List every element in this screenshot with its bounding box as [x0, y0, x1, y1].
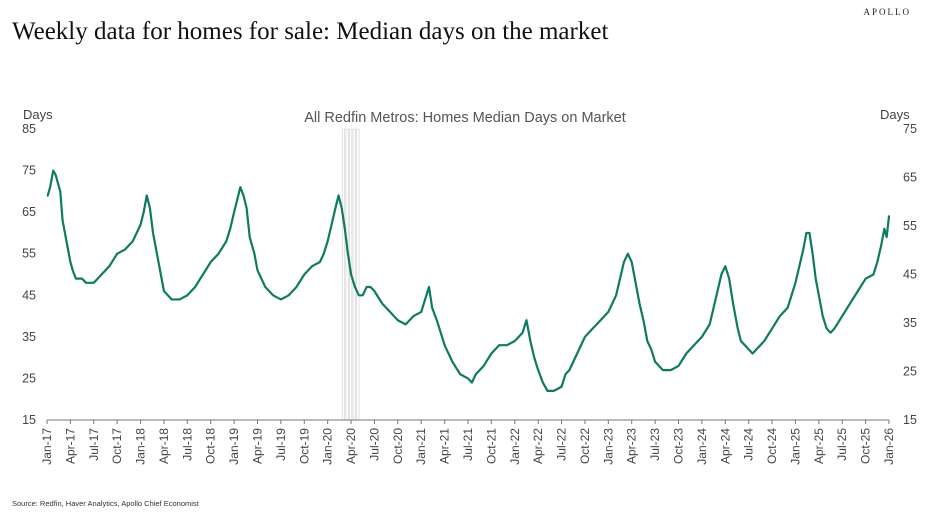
x-tick-label: Jul-25 — [835, 428, 849, 461]
x-tick-label: Jan-19 — [227, 428, 241, 465]
x-tick-label: Jan-23 — [601, 428, 615, 465]
right-y-tick-label: 15 — [903, 413, 917, 427]
recession-stripe — [352, 128, 356, 421]
x-tick-label: Oct-24 — [765, 428, 779, 464]
page-title: Weekly data for homes for sale: Median d… — [12, 18, 609, 45]
right-y-tick-label: 25 — [903, 365, 917, 379]
x-tick-label: Apr-25 — [812, 428, 826, 464]
series-line-median-days — [46, 169, 891, 392]
x-tick-label: Jan-21 — [414, 428, 428, 465]
x-tick-label: Apr-18 — [157, 428, 171, 464]
x-tick-label: Jul-20 — [367, 428, 381, 461]
x-tick-label: Oct-21 — [484, 428, 498, 464]
x-tick-label: Oct-18 — [204, 428, 218, 464]
x-tick-label: Jul-17 — [87, 428, 101, 461]
x-tick-label: Jan-20 — [321, 428, 335, 465]
x-tick-label: Oct-25 — [859, 428, 873, 464]
x-tick-label: Jan-25 — [788, 428, 802, 465]
x-tick-label: Oct-20 — [391, 428, 405, 464]
x-tick-label: Jul-24 — [742, 428, 756, 461]
left-y-tick-label: 55 — [22, 247, 36, 261]
x-tick-label: Apr-20 — [344, 428, 358, 464]
recession-stripe — [345, 128, 349, 421]
x-tick-label: Jul-18 — [180, 428, 194, 461]
right-y-ticks: 75 65 55 45 35 25 15 — [903, 122, 917, 427]
left-y-tick-label: 15 — [22, 413, 36, 427]
x-tick-label: Oct-23 — [672, 428, 686, 464]
x-tick-label: Jul-21 — [461, 428, 475, 461]
x-tick-label: Apr-17 — [63, 428, 77, 464]
x-tick-label: Jan-24 — [695, 428, 709, 465]
x-tick-label: Oct-19 — [297, 428, 311, 464]
left-y-tick-label: 45 — [22, 288, 36, 302]
x-tick-label: Jan-26 — [882, 428, 896, 465]
x-tick-label: Apr-19 — [251, 428, 265, 464]
recession-stripe — [341, 128, 346, 421]
right-y-tick-label: 55 — [903, 219, 917, 233]
x-tick-label: Jan-18 — [134, 428, 148, 465]
x-tick-label: Apr-24 — [718, 428, 732, 464]
left-y-tick-label: 25 — [22, 371, 36, 385]
x-tick-label: Apr-23 — [625, 428, 639, 464]
x-tick-label: Apr-22 — [531, 428, 545, 464]
left-y-ticks: 85 75 65 55 45 35 25 15 — [22, 122, 36, 427]
right-y-tick-label: 35 — [903, 316, 917, 330]
x-tick-label: Apr-21 — [438, 428, 452, 464]
recession-stripe — [356, 128, 360, 421]
x-tick-label: Oct-17 — [110, 428, 124, 464]
left-y-tick-label: 65 — [22, 205, 36, 219]
right-y-tick-label: 75 — [903, 122, 917, 136]
x-tick-label: Jul-23 — [648, 428, 662, 461]
x-tick-label: Jul-22 — [555, 428, 569, 461]
left-y-tick-label: 75 — [22, 164, 36, 178]
left-y-tick-label: 85 — [22, 122, 36, 136]
apollo-logo: APOLLO — [863, 7, 911, 17]
left-axis-label: Days — [23, 107, 53, 122]
x-tick-label: Jul-19 — [274, 428, 288, 461]
chart-title: All Redfin Metros: Homes Median Days on … — [304, 110, 626, 126]
right-axis-label: Days — [880, 107, 910, 122]
x-tick-label: Jan-22 — [508, 428, 522, 465]
x-tick-label: Oct-22 — [578, 428, 592, 464]
source-note: Source: Redfin, Haver Analytics, Apollo … — [12, 499, 199, 508]
x-ticks: Jan-17 Apr-17 Jul-17 Oct-17 Jan-18 Apr-18 Jul-… — [40, 420, 896, 465]
x-tick-label: Jan-17 — [40, 428, 54, 465]
right-y-tick-label: 65 — [903, 171, 917, 185]
series-group — [46, 169, 891, 392]
left-y-tick-label: 35 — [22, 330, 36, 344]
right-y-tick-label: 45 — [903, 268, 917, 282]
